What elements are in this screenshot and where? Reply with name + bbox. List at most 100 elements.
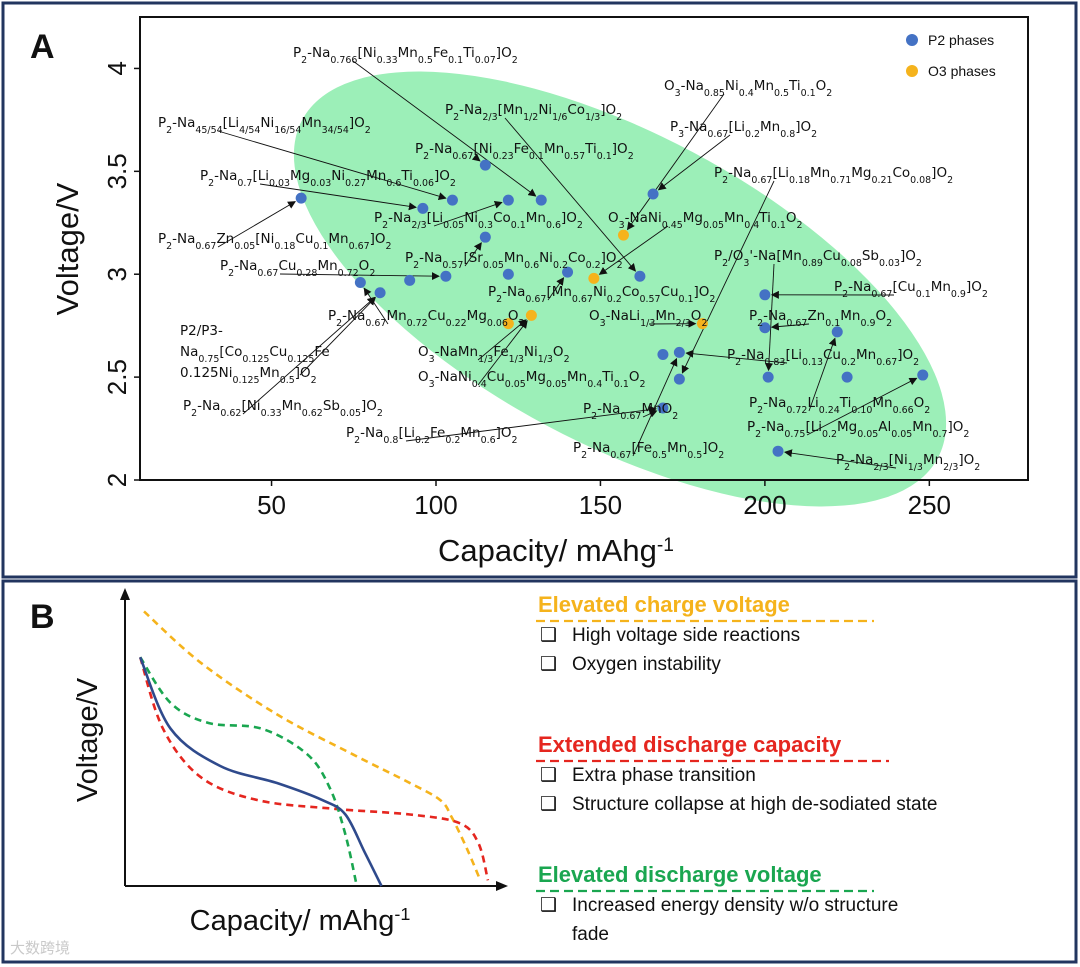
annotation-arrow [242,296,376,415]
annotation-arrow [685,349,788,364]
annotation-arrows [217,60,918,469]
p2-data-point [673,346,685,358]
annotation-label: P2-Na0.67Zn0.1Mn0.9O2 [749,308,892,329]
effect-item: Increased energy density w/o structure [572,895,898,916]
effect-heading: Extended discharge capacity [538,732,842,757]
panel-b-y-axis-title: Voltage/V [72,677,104,802]
annotation-label: P2-Na0.67[Fe0.5Mn0.5]O2 [573,440,724,461]
x-tick-label: 150 [579,490,622,520]
p2-data-point [535,194,547,206]
x-axis-arrow-icon [496,881,508,891]
effect-heading: Elevated charge voltage [538,592,790,617]
checkbox-icon: ❑ [540,794,557,815]
data-points [295,159,929,457]
p2-data-point [841,371,853,383]
annotation-label: O3-NaNi0.4Cu0.05Mg0.05Mn0.4Ti0.1O2 [418,369,646,390]
annotation-label: P2-Na0.67Cu0.28Mn0.72O2 [220,258,375,279]
annotation-label: O3-NaNi0.45Mg0.05Mn0.4Ti0.1O2 [608,210,803,231]
annotation-arrow [477,320,528,386]
p2-data-point [502,194,514,206]
y-axis-arrow-icon [120,588,130,600]
legend-marker [906,65,918,77]
annotation-label: O3-NaLi1/3Mn2/3O2 [589,308,707,329]
panel-b-axes [120,588,508,891]
y-tick-label: 2 [102,473,132,487]
effect-heading: Elevated discharge voltage [538,862,822,887]
elevated-charge-voltage-curve [143,610,482,881]
annotation-labels: P2-Na0.766[Ni0.33Mn0.5Fe0.1Ti0.07]O2 O3-N… [158,45,988,473]
annotation-arrow [806,377,918,436]
annotation-arrow [598,225,669,275]
panel-a-frame [1,1,1078,579]
annotation-label: P2-Na2/3[Ni1/3Mn2/3]O2 [836,452,980,473]
p2-data-point [479,159,491,171]
voltage-curves [138,610,490,887]
checkbox-icon: ❑ [540,765,557,786]
panel-a-letter: A [30,28,55,66]
annotation-label: P3-Na0.67[Li0.2Mn0.8]O2 [670,119,817,140]
p2-data-point [634,270,646,282]
annotation-arrow [547,277,565,301]
annotation-label: P2-Na0.67MnO2 [583,401,678,422]
panel-b-frame [1,579,1078,964]
o3-data-point [617,229,629,241]
o3-data-point [696,318,708,330]
annotation-label: P2-Na0.8[Li0.2Fe0.2Mn0.6]O2 [346,425,518,446]
y-axis-title: Voltage/V [50,182,85,315]
p2-data-point [440,270,452,282]
panel-b-chart: Voltage/V Capacity/ mAhg-1 Elevated char… [72,588,937,945]
annotation-arrow [299,297,376,376]
highlight-region [293,71,947,507]
annotation-label: P2-Na0.67[Cu0.1Mn0.9]O2 [834,279,988,300]
annotation-label: P2-Na0.75[Li0.2Mg0.05Al0.05Mn0.7]O2 [747,419,969,440]
x-tick-label: 250 [908,490,951,520]
annotation-arrow [783,449,897,469]
checkbox-icon: ❑ [540,895,557,916]
panel-a-chart: 50 100 150 200 250 2 2.5 3 3.5 4 P2-Na0.766[Ni0.3… [50,16,1029,568]
annotation-label: P2-Na0.67[Li0.18Mn0.71Mg0.21Co0.08]O2 [714,165,953,186]
annotation-arrow [352,60,537,197]
checkbox-icon: ❑ [540,625,557,646]
annotation-label: P2-Na0.67[Ni0.23Fe0.1Mn0.57Ti0.1]O2 [415,141,634,162]
annotation-arrow [681,180,775,374]
extended-discharge-capacity-curve [138,656,490,881]
annotation-label: P2-Na0.62[Ni0.33Mn0.62Sb0.05]O2 [183,398,383,419]
annotation-arrow [363,287,389,325]
checkbox-icon: ❑ [540,654,557,675]
annotation-arrow [405,405,657,442]
annotation-label: O3-Na0.85Ni0.4Mn0.5Ti0.1O2 [664,78,832,99]
p2-data-point [772,445,784,457]
annotation-label: O3-NaMn1/3Fe1/3Ni1/3O2 [418,344,570,365]
annotation-arrow [764,263,775,372]
p2-data-point [657,402,669,414]
effects-list: Elevated charge voltage ❑ High voltage sid… [536,592,937,945]
p2-data-point [354,276,366,288]
y-tick-label: 3 [102,267,132,281]
o3-data-point [525,309,537,321]
p2-data-point [502,268,514,280]
p2-data-point [479,231,491,243]
annotation-label: P2-Na0.57[Sr0.05Mn0.6Ni0.2Co0.2]O2 [405,250,623,271]
annotation-arrow [632,357,678,457]
annotation-arrow [464,242,482,267]
baseline-curve [139,656,383,887]
annotation-label: P2-Na45/54[Li4/54Ni16/54Mn34/54]O2 [158,115,371,136]
p2-data-point [762,371,774,383]
annotation-arrow [770,322,810,331]
p2-data-point [657,348,669,360]
p2-data-point [417,202,429,214]
annotation-label: P2-Na0.83[Li0.13Cu0.2Mn0.67]O2 [727,347,919,368]
legend-label: P2 phases [928,32,994,48]
x-tick-label: 50 [257,490,286,520]
annotation-label: P2-Na2/3[Mn1/2Ni1/6Co1/3]O2 [445,102,622,123]
annotation-arrow [217,130,447,201]
elevated-discharge-voltage-curve [139,656,359,887]
legend-label: O3 phases [928,63,996,79]
annotation-arrow [477,319,527,361]
annotation-label: P2/O3'-Na[Mn0.89Cu0.08Sb0.03]O2 [714,248,922,269]
annotation-label: P2-Na0.7[Li0.03Mg0.03Ni0.27Mn0.6Ti0.06]O… [200,168,456,189]
p2-data-point [831,326,843,338]
legend: P2 phases O3 phases [906,32,996,79]
annotation-label: P2-Na0.766[Ni0.33Mn0.5Fe0.1Ti0.07]O2 [293,45,518,66]
annotation-label: P2-Na0.67[Mn0.67Ni0.2Co0.57Cu0.1]O2 [488,284,715,305]
